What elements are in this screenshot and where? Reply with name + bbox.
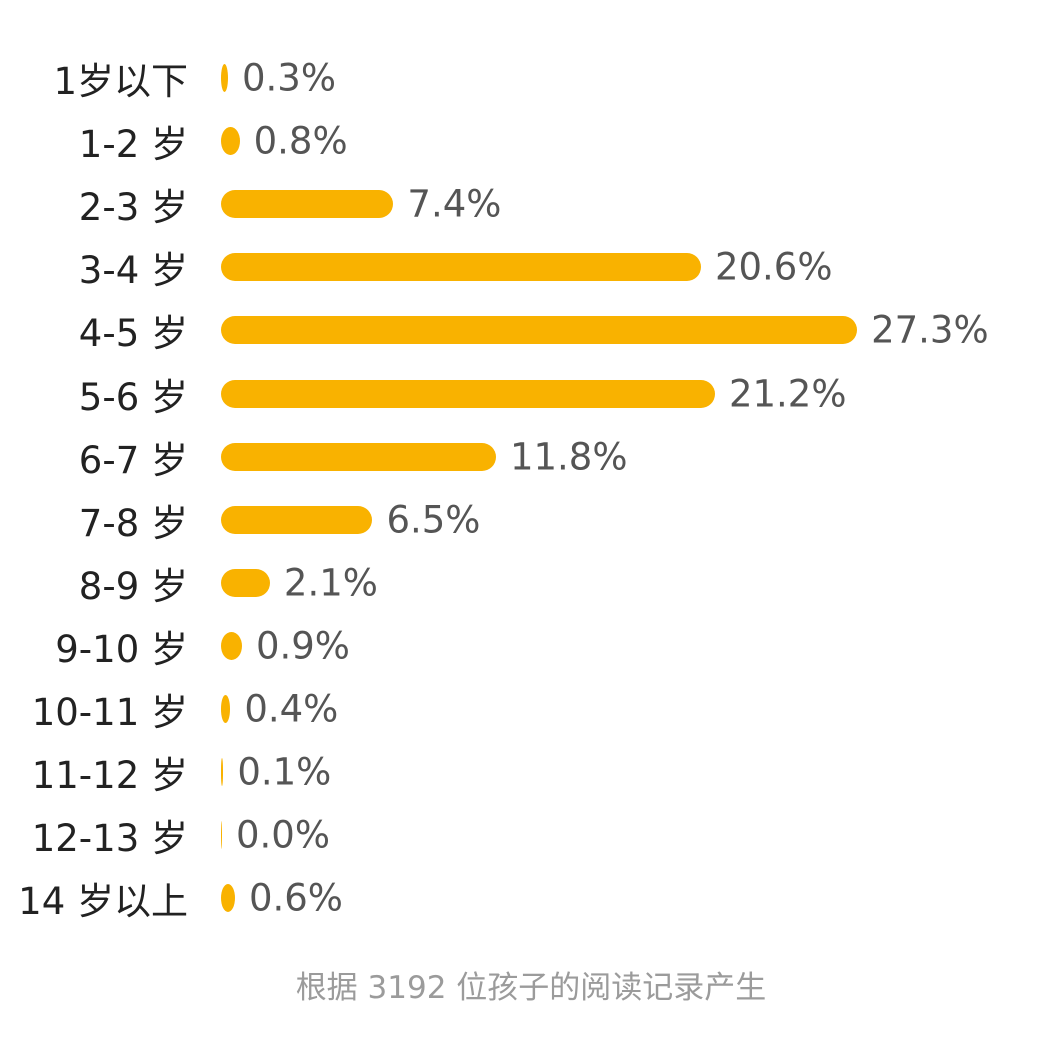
chart-footnote: 根据 3192 位孩子的阅读记录产生 bbox=[295, 970, 767, 1006]
value-label: 0.9% bbox=[255, 624, 350, 668]
category-label: 4-5 岁 bbox=[78, 312, 188, 356]
value-label: 0.6% bbox=[248, 876, 343, 920]
category-label: 14 岁以上 bbox=[18, 880, 188, 924]
value-label: 0.1% bbox=[237, 750, 332, 794]
bar bbox=[221, 127, 240, 156]
value-label: 7.4% bbox=[407, 182, 502, 226]
category-label: 11-12 岁 bbox=[31, 754, 188, 798]
bar-row: 10-11 岁 0.4% bbox=[0, 678, 1062, 740]
category-label: 10-11 岁 bbox=[31, 691, 188, 734]
bar bbox=[221, 758, 224, 787]
bar-row: 8-9 岁 2.1% bbox=[0, 552, 1062, 614]
category-label: 9-10 岁 bbox=[55, 627, 188, 671]
value-label: 0.3% bbox=[241, 56, 336, 100]
category-label: 8-9 岁 bbox=[78, 564, 188, 608]
value-label: 0.0% bbox=[236, 813, 330, 857]
category-label: 7-8 岁 bbox=[78, 501, 188, 545]
category-label: 1-2 岁 bbox=[78, 123, 188, 167]
value-label: 2.1% bbox=[283, 561, 378, 605]
bar-row: 1岁以下 0.3% bbox=[0, 47, 1062, 109]
bar-row: 12-13 岁 0.0% bbox=[0, 804, 1062, 866]
bar-row: 2-3 岁 7.4% bbox=[0, 173, 1062, 235]
bar bbox=[221, 442, 496, 471]
value-label: 6.5% bbox=[386, 498, 481, 542]
bar-row: 1-2 岁 0.8% bbox=[0, 110, 1062, 172]
bar bbox=[221, 253, 701, 282]
bar bbox=[221, 316, 858, 345]
bar-row: 6-7 岁 11.8% bbox=[0, 426, 1062, 488]
bar bbox=[221, 568, 270, 597]
category-label: 3-4 岁 bbox=[78, 249, 188, 293]
category-label: 2-3 岁 bbox=[78, 186, 188, 230]
bar-row: 11-12 岁 0.1% bbox=[0, 741, 1062, 803]
category-label: 5-6 岁 bbox=[78, 375, 188, 419]
bar bbox=[221, 505, 373, 534]
bar bbox=[221, 884, 235, 913]
bar bbox=[221, 631, 242, 660]
value-label: 20.6% bbox=[714, 245, 833, 289]
category-label: 12-13 岁 bbox=[31, 817, 188, 861]
category-label: 6-7 岁 bbox=[78, 438, 188, 482]
value-label: 21.2% bbox=[728, 372, 847, 415]
bar bbox=[221, 379, 715, 408]
value-label: 0.8% bbox=[253, 119, 348, 163]
bar bbox=[221, 64, 228, 92]
bar-row: 9-10 岁 0.9% bbox=[0, 615, 1062, 677]
category-label: 1岁以下 bbox=[53, 60, 188, 103]
bar-row: 4-5 岁 27.3% bbox=[0, 299, 1062, 361]
value-label: 11.8% bbox=[509, 435, 628, 479]
bar-row: 5-6 岁 21.2% bbox=[0, 363, 1062, 425]
bar-row: 14 岁以上 0.6% bbox=[0, 867, 1062, 929]
bar-row: 3-4 岁 20.6% bbox=[0, 236, 1062, 298]
value-label: 0.4% bbox=[244, 687, 339, 731]
value-label: 27.3% bbox=[871, 308, 989, 352]
bar-row: 7-8 岁 6.5% bbox=[0, 489, 1062, 551]
bar bbox=[221, 695, 231, 723]
bar bbox=[221, 821, 222, 850]
bar bbox=[221, 190, 394, 219]
